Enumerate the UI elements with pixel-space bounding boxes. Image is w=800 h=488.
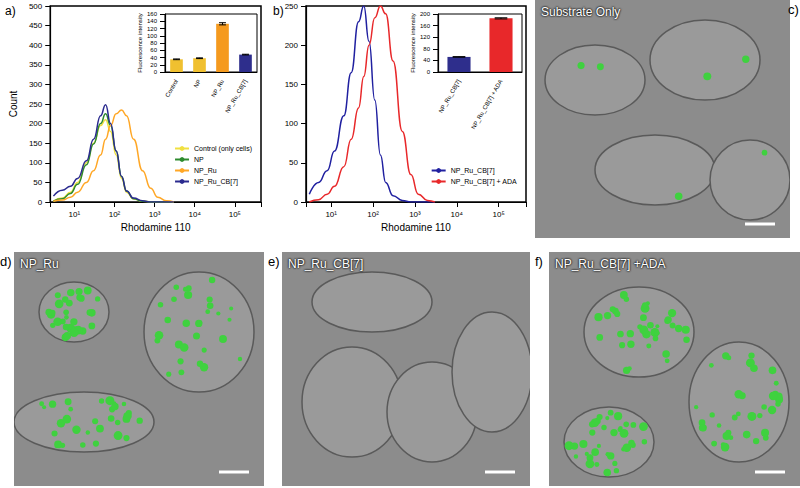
svg-text:Rhodamine 110: Rhodamine 110 xyxy=(381,222,451,233)
svg-text:250: 250 xyxy=(285,2,299,11)
svg-text:Rhodamine 110: Rhodamine 110 xyxy=(121,222,191,233)
svg-text:10⁴: 10⁴ xyxy=(451,210,464,219)
svg-text:10³: 10³ xyxy=(149,210,161,219)
svg-text:250: 250 xyxy=(29,100,43,109)
svg-text:100: 100 xyxy=(29,158,43,167)
svg-text:Control: Control xyxy=(164,78,179,98)
svg-text:NP: NP xyxy=(193,78,202,88)
svg-text:50: 50 xyxy=(289,158,298,167)
svg-text:10⁵: 10⁵ xyxy=(493,210,505,219)
svg-text:20: 20 xyxy=(150,62,157,68)
svg-text:NP: NP xyxy=(194,156,204,163)
svg-text:80: 80 xyxy=(423,46,430,52)
svg-text:140: 140 xyxy=(147,18,158,24)
svg-text:b): b) xyxy=(273,4,284,18)
svg-text:160: 160 xyxy=(147,11,158,17)
svg-text:100: 100 xyxy=(147,33,158,39)
html-text:d): d) xyxy=(0,254,12,269)
svg-text:200: 200 xyxy=(420,11,431,17)
svg-text:60: 60 xyxy=(150,47,157,53)
svg-text:200: 200 xyxy=(29,119,43,128)
svg-text:350: 350 xyxy=(29,60,43,69)
svg-text:NP_Ru_CB[7]: NP_Ru_CB[7] xyxy=(451,167,495,175)
svg-text:400: 400 xyxy=(29,41,43,50)
html-text:NP_Ru_CB[7]: NP_Ru_CB[7] xyxy=(288,257,364,271)
svg-text:NP_Ru_CB[7] + ADA: NP_Ru_CB[7] + ADA xyxy=(470,78,503,130)
svg-text:a): a) xyxy=(5,4,16,18)
svg-text:50: 50 xyxy=(33,178,42,187)
svg-text:300: 300 xyxy=(29,80,43,89)
svg-text:120: 120 xyxy=(147,26,158,32)
html-text:c): c) xyxy=(788,2,799,17)
svg-text:200: 200 xyxy=(285,41,299,50)
svg-text:0: 0 xyxy=(427,69,431,75)
html-text:NP_Ru: NP_Ru xyxy=(20,257,59,271)
html-text:NP_Ru_CB[7] +ADA: NP_Ru_CB[7] +ADA xyxy=(555,257,666,271)
svg-text:100: 100 xyxy=(285,119,299,128)
svg-text:10¹: 10¹ xyxy=(69,210,81,219)
svg-text:160: 160 xyxy=(420,23,431,29)
svg-text:10²: 10² xyxy=(367,210,379,219)
svg-text:NP_Ru_CB[7]: NP_Ru_CB[7] xyxy=(438,78,462,114)
svg-text:150: 150 xyxy=(285,80,299,89)
svg-text:40: 40 xyxy=(150,55,157,61)
svg-text:450: 450 xyxy=(29,21,43,30)
svg-text:NP_Ru: NP_Ru xyxy=(210,78,225,98)
html-text:e): e) xyxy=(268,254,280,269)
svg-text:80: 80 xyxy=(150,40,157,46)
svg-text:Fluorescence intensity: Fluorescence intensity xyxy=(410,13,416,73)
svg-text:10⁵: 10⁵ xyxy=(229,210,241,219)
svg-text:40: 40 xyxy=(423,57,430,63)
svg-text:10¹: 10¹ xyxy=(325,210,337,219)
svg-text:120: 120 xyxy=(420,34,431,40)
svg-text:10³: 10³ xyxy=(409,210,421,219)
svg-text:NP_Ru_CB[7] + ADA: NP_Ru_CB[7] + ADA xyxy=(451,178,517,186)
svg-text:Count: Count xyxy=(8,90,19,117)
svg-text:10⁴: 10⁴ xyxy=(189,210,202,219)
svg-text:500: 500 xyxy=(29,2,43,11)
svg-text:NP_Ru: NP_Ru xyxy=(194,167,217,175)
svg-text:0: 0 xyxy=(38,198,43,207)
html-text:Substrate Only: Substrate Only xyxy=(541,5,621,19)
svg-text:NP_Ru_CB[7]: NP_Ru_CB[7] xyxy=(194,178,238,186)
svg-text:0: 0 xyxy=(294,198,299,207)
html-text:f): f) xyxy=(535,254,543,269)
svg-text:Fluorescence intensity: Fluorescence intensity xyxy=(137,13,143,73)
svg-text:Control (only cells): Control (only cells) xyxy=(194,145,252,153)
svg-text:0: 0 xyxy=(154,69,158,75)
svg-text:150: 150 xyxy=(29,139,43,148)
svg-text:10²: 10² xyxy=(109,210,121,219)
svg-text:NP_Ru_CB[7]: NP_Ru_CB[7] xyxy=(224,78,248,114)
